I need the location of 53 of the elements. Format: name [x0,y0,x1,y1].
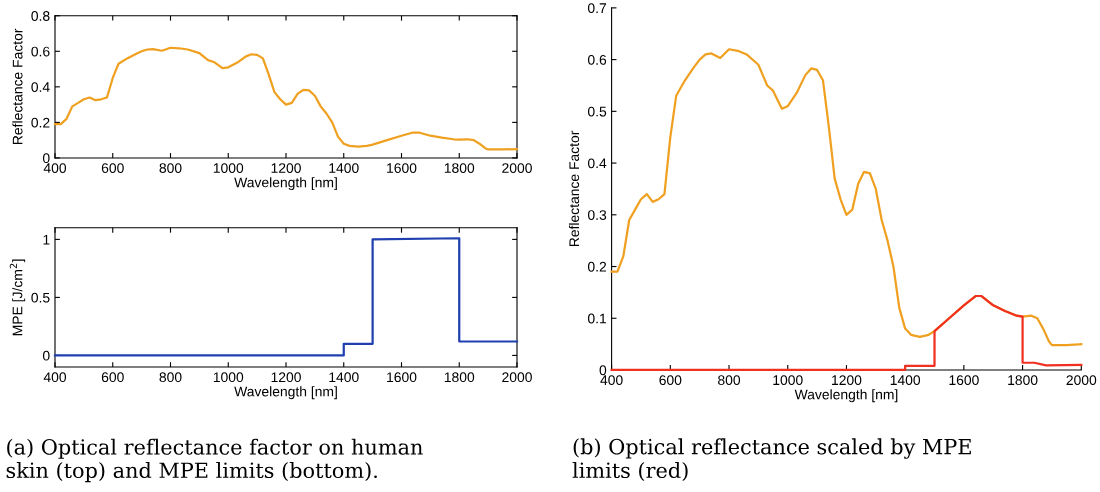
x-tick-label: 1000 [213,372,244,383]
x-tick-label: 600 [659,375,682,386]
x-tick-label: 2000 [502,163,532,173]
y-tick-label: 0.1 [587,313,607,324]
x-tick-label: 1200 [832,375,862,386]
text: (b) Optical reflectance scaled by MPE limits (red) [572,438,971,482]
x-tick-label: 1400 [329,372,359,383]
x-tick-label: 400 [43,372,67,383]
y-axis-title: MPE [J/cm$^{2}$] [9,259,26,336]
x-axis-title: Wavelength [nm] [234,177,337,191]
y-tick-label: 1 [43,234,50,245]
x-tick-label: 800 [159,163,182,173]
x-axis-title: Wavelength [nm] [794,389,898,403]
y-tick-label: 0.2 [31,117,50,128]
x-tick-label: 1800 [444,163,475,173]
y-tick-label: 0.4 [587,158,607,169]
x-tick-label: 800 [159,372,182,383]
x-tick-label: 1600 [949,375,979,386]
y-tick-label: 0 [599,365,607,376]
y-tick-label: 0.6 [587,54,607,65]
x-tick-label: 1200 [271,372,301,383]
x-tick-label: 800 [718,375,741,386]
y-tick-label: 0.6 [31,46,50,57]
y-tick-label: 0.2 [587,261,607,272]
x-tick-label: 2000 [1066,375,1097,386]
y-tick-label: 0.7 [587,3,607,14]
x-tick-label: 1600 [387,372,417,383]
x-tick-label: 400 [43,163,67,173]
y-axis-title: Reflectance Factor [568,130,580,247]
y-tick-label: 0.4 [31,82,50,93]
line-series [53,237,519,357]
x-tick-label: 1400 [890,375,921,386]
x-tick-label: 2000 [502,372,532,383]
x-tick-label: 400 [600,375,623,386]
y-tick-label: 0 [42,350,50,361]
x-tick-label: 1800 [1008,375,1038,386]
x-tick-label: 1600 [387,163,417,173]
y-axis-title: Reflectance Factor [12,28,23,144]
y-tick-label: 0.5 [31,292,50,303]
x-tick-label: 1000 [213,163,244,173]
text: (a) Optical reflectance factor on human skin (top) and MPE limits (bottom). [6,438,423,483]
x-tick-label: 1800 [444,372,475,383]
x-tick-label: 600 [101,163,124,173]
y-tick-label: 0.3 [587,210,607,220]
x-tick-label: 1000 [773,375,803,386]
x-tick-label: 600 [101,372,124,383]
line-series [53,46,519,151]
x-tick-label: 1200 [271,163,301,173]
y-tick-label: 0.8 [31,11,50,21]
x-tick-label: 1400 [329,163,359,173]
x-axis-title: Wavelength [nm] [234,386,337,400]
y-tick-label: 0.5 [587,106,607,117]
y-tick-label: 0 [42,153,50,164]
